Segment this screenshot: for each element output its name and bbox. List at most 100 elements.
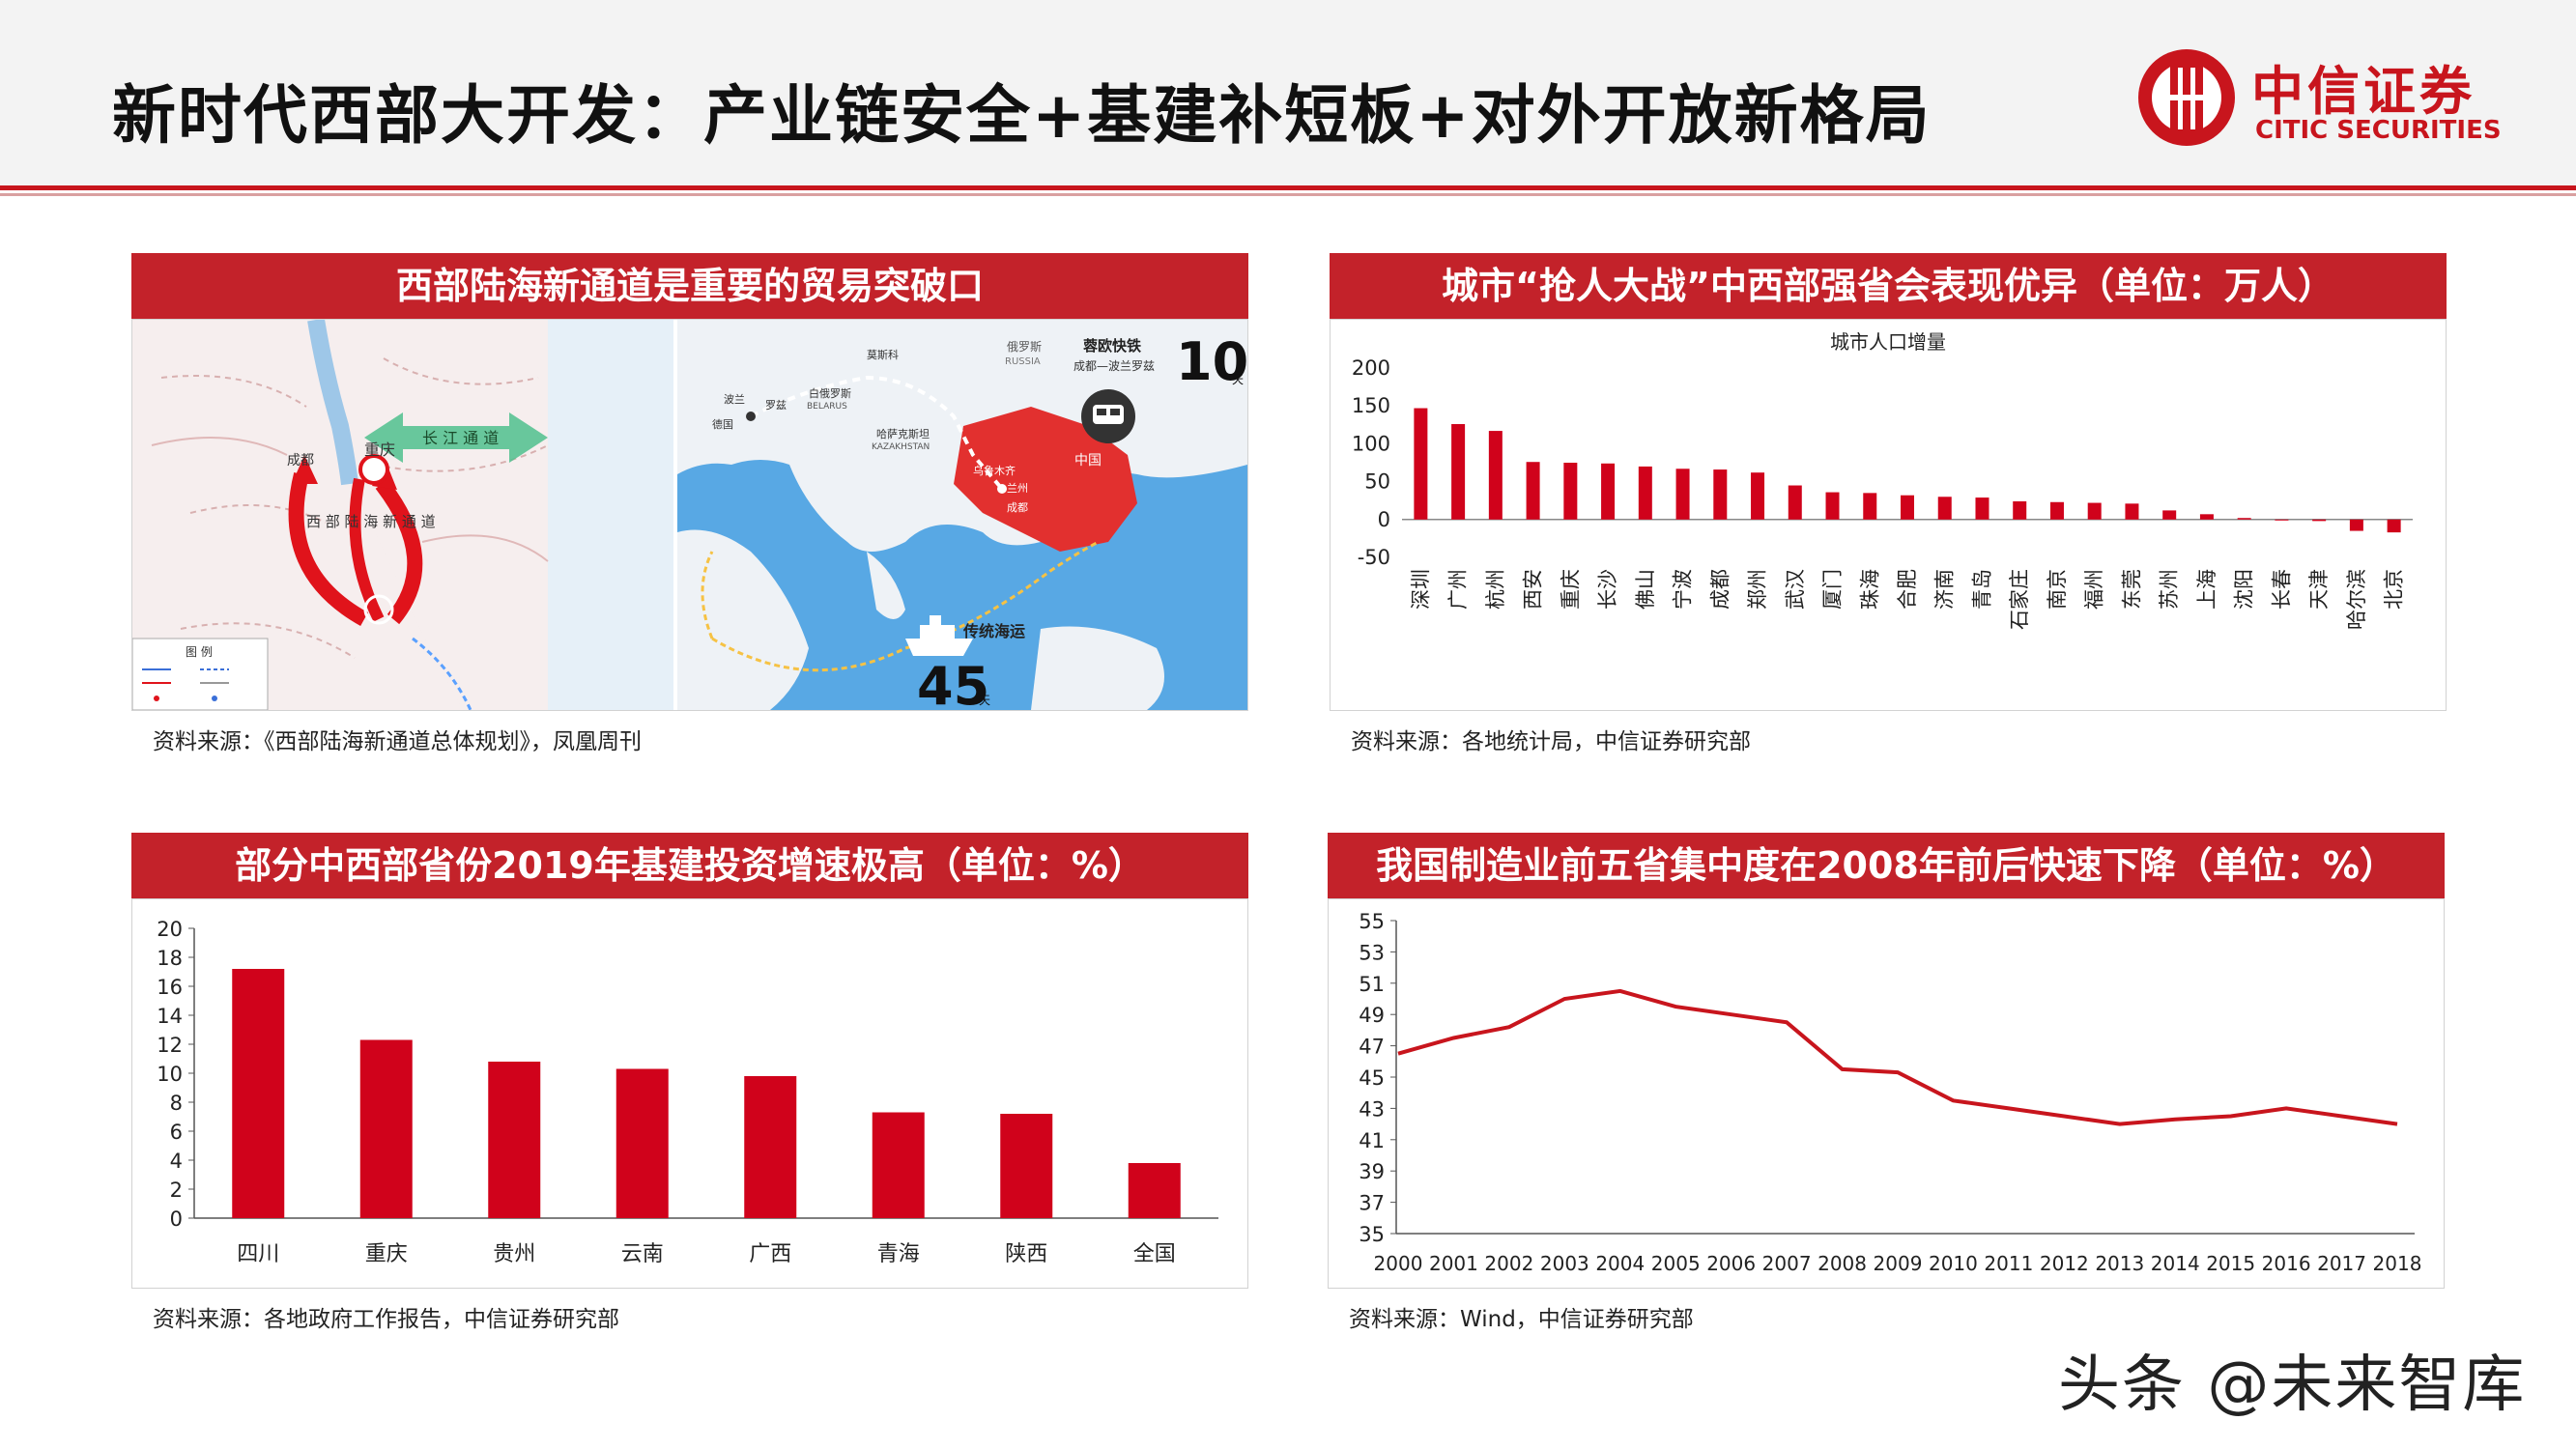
header-thin-rule <box>0 193 2576 196</box>
india-land <box>867 552 905 619</box>
ship-icon <box>905 615 973 656</box>
poland-label: 波兰 <box>724 393 745 406</box>
mfg-source: 资料来源：Wind，中信证券研究部 <box>1349 1307 1694 1332</box>
province-borders-2 <box>151 437 549 562</box>
yangtze-label: 长 江 通 道 <box>422 429 499 447</box>
x-tick-label: 济南 <box>1933 569 1957 610</box>
panel-mfg-title: 我国制造业前五省集中度在2008年前后快速下降（单位：%） <box>1328 833 2445 898</box>
mfg-concentration-chart: 35 37 39 41 43 45 47 49 51 53 55 2000 2001 2002 2003 20… <box>1359 910 2422 1275</box>
x-tick-label: 广州 <box>1446 569 1470 610</box>
x-tick-label: 2014 <box>2151 1252 2200 1275</box>
bar <box>2312 519 2327 522</box>
x-tick-label: 广西 <box>749 1242 791 1266</box>
y-tick-label: 4 <box>170 1150 183 1173</box>
x-tick-label: 沈阳 <box>2233 569 2256 610</box>
rail-route <box>750 375 1004 491</box>
x-tick-label: 2010 <box>1929 1252 1978 1275</box>
y-tick-label: 200 <box>1352 356 1390 380</box>
panel-city-body: 城市人口增量 -50 0 50 100 150 200 深圳 广州 杭州 西安 重庆 长沙 佛山 宁波 成都郑… <box>1330 319 2447 711</box>
x-tick-label: 四川 <box>237 1242 279 1266</box>
x-tick-label: 南京 <box>2046 569 2069 610</box>
chengdu-map-label: 成都 <box>1007 501 1028 514</box>
bar <box>1488 431 1503 520</box>
bar <box>2049 501 2064 520</box>
train-days-unit: 天 <box>1232 373 1244 386</box>
x-tick-label: 哈尔滨 <box>2345 569 2368 630</box>
x-tick-label: 2006 <box>1706 1252 1756 1275</box>
x-tick-label: 2017 <box>2317 1252 2366 1275</box>
y-tick-label: 41 <box>1359 1129 1385 1152</box>
panel-city-title: 城市“抢人大战”中西部强省会表现优异（单位：万人） <box>1330 253 2447 319</box>
sea-bg <box>548 320 673 710</box>
bar <box>488 1062 541 1218</box>
belarus-label: 白俄罗斯 <box>809 386 851 400</box>
x-tick-label: 重庆 <box>365 1242 408 1266</box>
train-title: 蓉欧快铁 <box>1083 337 1141 355</box>
panel-map: 西部陆海新通道是重要的贸易突破口 长 江 通 道 重庆 成都 西 部 陆 海 新… <box>131 253 1248 717</box>
x-tick-label: 2003 <box>1540 1252 1589 1275</box>
x-tick-label: 2018 <box>2373 1252 2422 1275</box>
panel-infra-title: 部分中西部省份2019年基建投资增速极高（单位：%） <box>131 833 1248 898</box>
corridor-arrow-mid <box>349 477 385 622</box>
x-tick-label: 青海 <box>877 1242 920 1266</box>
chengdu-label: 成都 <box>287 453 314 469</box>
y-tick-label: 50 <box>1364 470 1390 494</box>
x-tick-label: 合肥 <box>1896 569 1919 610</box>
bar <box>2013 500 2027 520</box>
ship-days: 45 <box>917 656 989 710</box>
x-tick-label: 2011 <box>1984 1252 2033 1275</box>
y-tick-label: 55 <box>1359 910 1385 933</box>
panel-map-title: 西部陆海新通道是重要的贸易突破口 <box>131 253 1248 319</box>
x-tick-label: 珠海 <box>1858 569 1881 610</box>
bar <box>2125 503 2139 520</box>
infra-growth-chart: 0 2 4 6 8 10 12 14 16 18 20 四川 重庆 贵州 云南 广西 青海 陕西 全国 <box>157 918 1218 1266</box>
x-tick-label: 武汉 <box>1784 569 1807 610</box>
x-tick-label: 2007 <box>1762 1252 1812 1275</box>
chongqing-marker <box>358 454 389 485</box>
ship-title: 传统海运 <box>962 622 1025 640</box>
germany-label: 德国 <box>712 417 733 431</box>
x-tick-label: 成都 <box>1708 569 1732 610</box>
x-tick-label: 2013 <box>2095 1252 2144 1275</box>
x-tick-label: 北京 <box>2383 569 2406 610</box>
x-tick-label: 2004 <box>1595 1252 1645 1275</box>
bar <box>2087 502 2102 520</box>
x-tick-label: 石家庄 <box>2008 569 2031 630</box>
bar <box>1788 485 1802 520</box>
bar <box>1638 466 1652 520</box>
x-tick-label: 佛山 <box>1634 569 1657 610</box>
y-tick-label: 8 <box>170 1092 183 1115</box>
city-source: 资料来源：各地统计局，中信证券研究部 <box>1351 729 1751 754</box>
trade-route-map: 长 江 通 道 重庆 成都 西 部 陆 海 新 通 道 图 例 <box>131 318 1248 717</box>
chart-title: 城市人口增量 <box>1830 330 1946 354</box>
x-tick-label: 厦门 <box>1821 569 1845 610</box>
x-tick-label: 重庆 <box>1559 569 1582 610</box>
x-tick-label: 陕西 <box>1005 1242 1047 1266</box>
y-tick-label: 20 <box>157 918 183 941</box>
x-tick-label: 杭州 <box>1484 569 1507 610</box>
bar <box>1526 462 1540 520</box>
y-tick-label: 100 <box>1352 432 1390 455</box>
header-red-rule <box>0 185 2576 190</box>
urumqi-label: 乌鲁木齐 <box>973 464 1016 477</box>
russia-en-label: RUSSIA <box>1005 356 1041 367</box>
bar <box>872 1112 925 1218</box>
x-tick-label: 苏州 <box>2158 569 2181 610</box>
china-label: 中国 <box>1074 453 1102 469</box>
left-corridor-label: 西 部 陆 海 新 通 道 <box>306 513 436 530</box>
x-tick-label: 宁波 <box>1672 569 1695 610</box>
y-tick-label: 43 <box>1359 1097 1385 1121</box>
bar <box>359 1039 413 1218</box>
lanzhou-label: 兰州 <box>1007 482 1028 495</box>
bar <box>2349 519 2363 531</box>
belarus-en-label: BELARUS <box>807 402 847 412</box>
x-tick-label: 郑州 <box>1746 569 1769 610</box>
x-tick-label: 东莞 <box>2120 569 2143 610</box>
x-tick-label: 深圳 <box>1409 569 1432 610</box>
panel-city: 城市“抢人大战”中西部强省会表现优异（单位：万人） 城市人口增量 -50 0 50 10… <box>1330 253 2447 711</box>
bar <box>1825 492 1840 520</box>
watermark: 头条 @未来智库 <box>2058 1350 2527 1421</box>
y-tick-label: 51 <box>1359 973 1385 996</box>
bar <box>2199 514 2214 520</box>
y-tick-label: 12 <box>157 1034 183 1057</box>
